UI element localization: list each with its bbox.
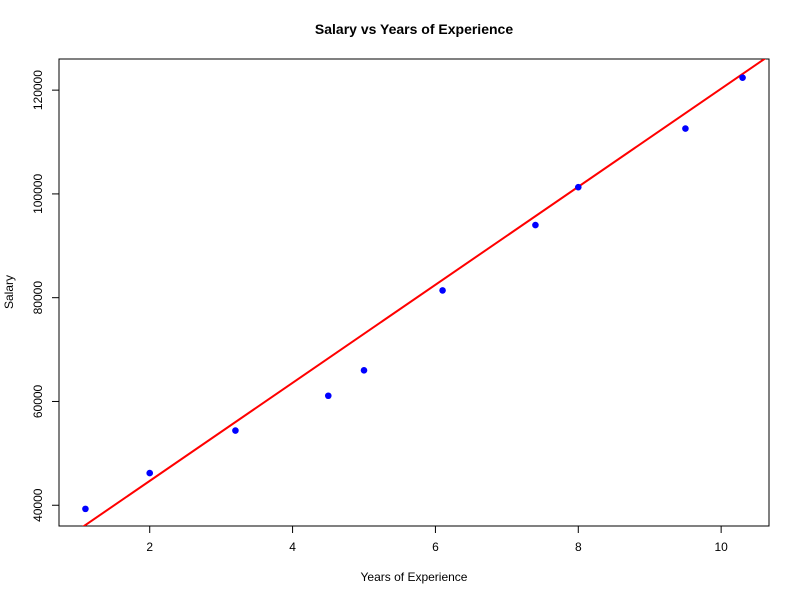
x-tick-label: 4 bbox=[289, 540, 296, 554]
data-point bbox=[439, 287, 446, 294]
y-tick-label: 60000 bbox=[31, 384, 45, 418]
y-axis-label: Salary bbox=[2, 275, 16, 309]
x-tick-label: 2 bbox=[146, 540, 153, 554]
data-point bbox=[146, 469, 154, 477]
x-tick-label: 10 bbox=[714, 540, 728, 554]
data-point bbox=[739, 74, 746, 81]
data-point bbox=[682, 125, 689, 132]
data-points-layer bbox=[82, 74, 746, 513]
data-point bbox=[82, 505, 89, 513]
data-point bbox=[324, 392, 332, 400]
x-tick-label: 8 bbox=[575, 540, 582, 554]
chart-title: Salary vs Years of Experience bbox=[315, 21, 513, 37]
y-tick-label: 120000 bbox=[31, 70, 45, 110]
regression-line-layer bbox=[82, 59, 767, 526]
x-axis: 2 4 6 8 10 bbox=[146, 526, 728, 554]
y-tick-label: 100000 bbox=[31, 174, 45, 214]
data-point bbox=[360, 367, 368, 374]
x-tick-label: 6 bbox=[432, 540, 439, 554]
x-axis-label: Years of Experience bbox=[361, 570, 468, 584]
y-tick-label: 80000 bbox=[31, 281, 45, 315]
y-axis: 40000 60000 80000 100000 120000 bbox=[31, 70, 59, 522]
data-point bbox=[232, 427, 239, 434]
data-point bbox=[532, 221, 539, 229]
regression-line bbox=[82, 59, 767, 526]
data-point bbox=[574, 183, 582, 191]
plot-frame bbox=[58, 58, 770, 527]
y-tick-label: 40000 bbox=[31, 488, 45, 522]
